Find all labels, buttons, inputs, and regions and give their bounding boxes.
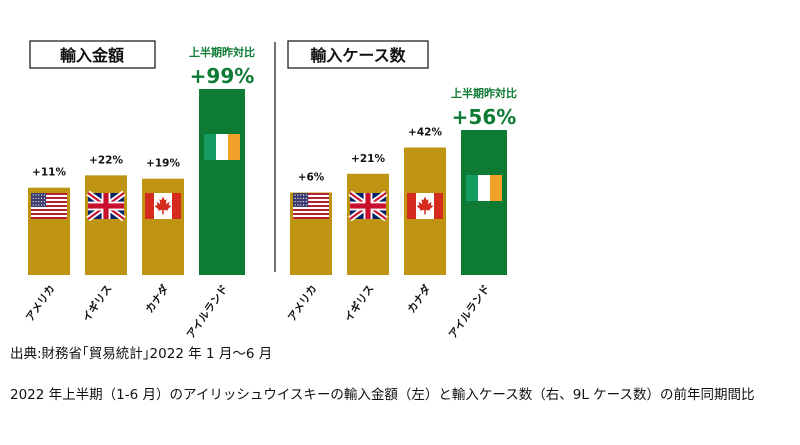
uk-flag-icon	[86, 190, 126, 222]
canada-flag-icon	[407, 193, 443, 219]
usa-flag-icon	[293, 193, 329, 219]
figure-description: 2022 年上半期（1-6 月）のアイリッシュウイスキーの輸入金額（左）と輸入ケ…	[10, 387, 755, 403]
canada-flag-icon	[145, 193, 181, 219]
bar-2-4	[461, 130, 507, 275]
category-label-1-4: アイルランド	[185, 283, 231, 340]
usa-flag-icon	[31, 193, 67, 219]
ireland-flag-icon	[204, 134, 240, 160]
annotation-label-1: 上半期昨対比	[189, 45, 255, 59]
chart-2-title: 輸入ケース数	[310, 46, 406, 65]
annotation-label-2: 上半期昨対比	[451, 86, 517, 100]
uk-flag-icon	[348, 190, 388, 222]
chart-1-title-box	[29, 40, 156, 69]
category-label-1-3: カナダ	[143, 282, 172, 316]
category-label-2-4: アイルランド	[447, 283, 493, 340]
bar-1-4	[199, 89, 245, 275]
data-label-1-1: +11%	[32, 167, 66, 179]
data-label-2-3: +42%	[408, 127, 442, 139]
ireland-flag-icon	[466, 175, 502, 201]
category-label-2-2: イギリス	[342, 282, 377, 324]
category-label-2-1: アメリカ	[286, 283, 320, 324]
data-label-2-2: +21%	[351, 153, 385, 165]
category-label-1-1: アメリカ	[24, 283, 58, 324]
chart-2-title-box	[287, 40, 429, 69]
data-label-1-2: +22%	[89, 154, 123, 166]
data-label-1-3: +19%	[146, 158, 180, 170]
bar-1-2	[85, 175, 127, 275]
category-label-1-2: イギリス	[80, 282, 115, 324]
source-note: 出典:財務省｢貿易統計｣2022 年 1 月～6 月	[10, 346, 273, 362]
bar-2-2	[347, 173, 389, 275]
category-label-2-3: カナダ	[405, 282, 434, 316]
chart-figure: 輸入金額 輸入ケース数 +11% アメリカ +22% イギリス +19% カナダ +99% 上…	[24, 40, 517, 340]
data-label-1-4: +99%	[190, 64, 255, 88]
data-label-2-1: +6%	[298, 172, 325, 184]
chart-1-title: 輸入金額	[60, 46, 124, 65]
data-label-2-4: +56%	[452, 105, 517, 129]
